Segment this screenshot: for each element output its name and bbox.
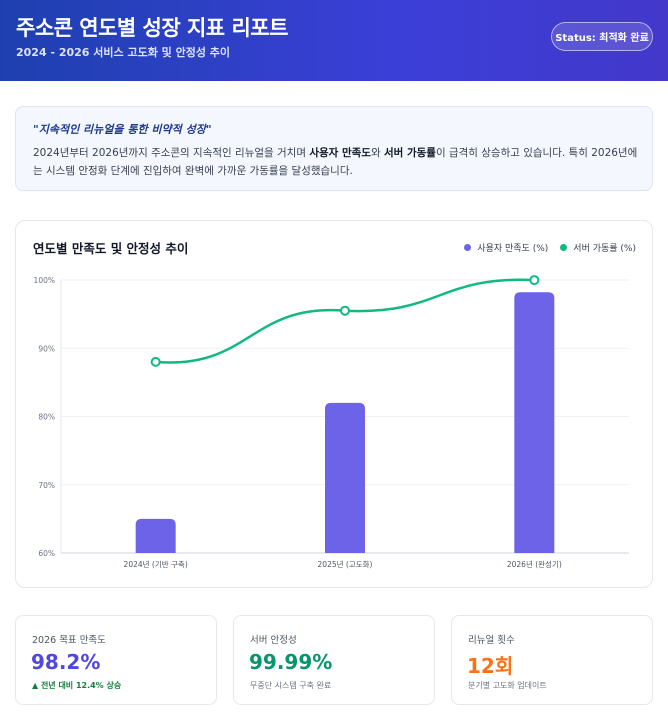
x-tick-label: 2025년 (고도화)	[318, 559, 373, 569]
summary-text-part: 2024년부터 2026년까지 주소콘의 지속적인 리뉴얼을 거치며	[33, 147, 310, 159]
bar-satisfaction	[514, 292, 555, 553]
summary-text: 2024년부터 2026년까지 주소콘의 지속적인 리뉴얼을 거치며 사용자 만…	[33, 144, 643, 180]
status-badge: Status: 최적화 완료	[551, 22, 653, 51]
legend-item-satisfaction[interactable]: 사용자 만족도 (%)	[464, 241, 548, 254]
point-uptime	[340, 305, 350, 316]
summary-text-part: 이 급격히 상승하고 있습니다. 특히 2026년에는 시스템 안정화 단계에 …	[33, 147, 638, 177]
y-tick-label: 100%	[34, 276, 55, 285]
point-uptime	[529, 275, 540, 286]
y-tick-label: 60%	[38, 549, 55, 558]
chart-legend: 사용자 만족도 (%) 서버 가동률 (%)	[464, 241, 636, 254]
page-subtitle: 2024 - 2026 서비스 고도화 및 안정성 추이	[16, 46, 231, 59]
summary-text-part: 와	[370, 147, 384, 159]
legend-swatch-satisfaction	[464, 244, 472, 251]
page-title: 주소콘 연도별 성장 지표 리포트	[16, 16, 288, 40]
kpi-value: 98.2%	[31, 650, 101, 674]
summary-quote: "지속적인 리뉴얼을 통한 비약적 성장"	[33, 123, 212, 136]
y-tick-label: 70%	[38, 481, 55, 490]
report-header: 주소콘 연도별 성장 지표 리포트 2024 - 2026 서비스 고도화 및 …	[0, 0, 668, 81]
x-tick-label: 2026년 (완성기)	[507, 559, 562, 569]
chart-card: 연도별 만족도 및 안정성 추이 사용자 만족도 (%) 서버 가동률 (%) …	[15, 220, 653, 588]
summary-box: "지속적인 리뉴얼을 통한 비약적 성장" 2024년부터 2026년까지 주소…	[15, 106, 653, 191]
legend-label-satisfaction: 사용자 만족도 (%)	[477, 244, 549, 254]
legend-item-uptime[interactable]: 서버 가동률 (%)	[560, 241, 636, 254]
kpi-note: 무중단 시스템 구축 완료	[250, 681, 332, 690]
x-tick-label: 2024년 (기반 구축)	[124, 559, 188, 569]
summary-highlight-uptime: 서버 가동률	[383, 147, 436, 159]
line-uptime	[155, 278, 535, 364]
kpi-label: 2026 목표 만족도	[32, 635, 106, 646]
chart-title: 연도별 만족도 및 안정성 추이	[33, 241, 189, 256]
summary-highlight-satisfaction: 사용자 만족도	[309, 147, 371, 159]
point-uptime	[150, 356, 161, 367]
bar-satisfaction	[135, 518, 176, 553]
chart-plot: 60% 70% 80% 90% 100% 2024년 (기반 구축) 2025년 (고도화)…	[34, 275, 629, 569]
legend-label-uptime: 서버 가동률 (%)	[573, 244, 636, 254]
bar-satisfaction	[325, 402, 365, 553]
kpi-value: 12회	[467, 654, 514, 678]
kpi-card-renewals: 리뉴얼 횟수 12회 분기별 고도화 업데이트	[451, 615, 653, 705]
y-tick-label: 90%	[38, 344, 55, 353]
y-tick-label: 80%	[38, 413, 55, 422]
kpi-label: 리뉴얼 횟수	[468, 635, 515, 646]
kpi-note: ▲ 전년 대비 12.4% 상승	[32, 681, 122, 690]
kpi-card-stability: 서버 안정성 99.99% 무중단 시스템 구축 완료	[233, 615, 435, 705]
kpi-note: 분기별 고도화 업데이트	[468, 681, 547, 690]
kpi-value: 99.99%	[249, 650, 333, 674]
legend-swatch-uptime	[560, 244, 568, 251]
kpi-label: 서버 안정성	[250, 635, 297, 646]
kpi-card-satisfaction: 2026 목표 만족도 98.2% ▲ 전년 대비 12.4% 상승	[15, 615, 217, 705]
